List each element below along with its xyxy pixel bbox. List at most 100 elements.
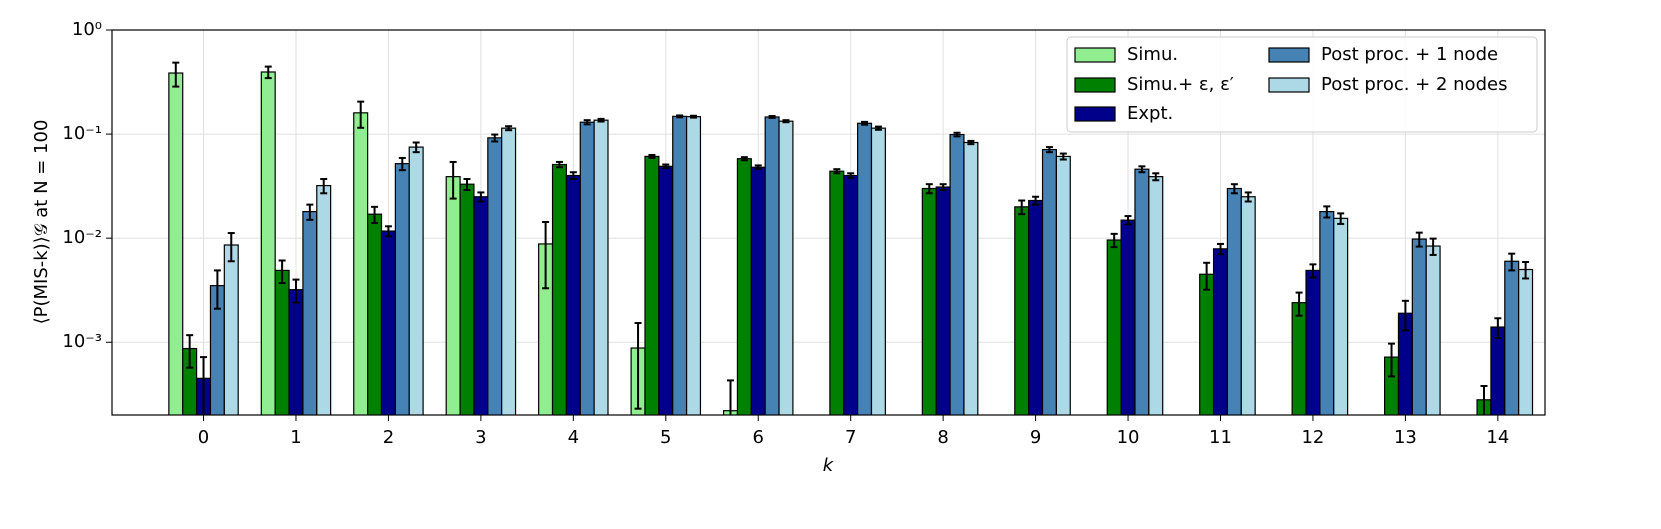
legend-swatch (1268, 77, 1310, 93)
bar (1120, 219, 1136, 415)
error-bar (1203, 261, 1211, 291)
error-bar (634, 322, 642, 410)
error-bar (740, 156, 748, 162)
bar (750, 166, 766, 415)
error-bar (782, 119, 790, 124)
x-tick-label: 12 (1301, 427, 1324, 448)
bar (778, 120, 794, 415)
bar (316, 184, 332, 415)
error-bar (1323, 205, 1331, 219)
error-bar (398, 156, 406, 172)
legend-label: Post proc. + 1 node (1321, 44, 1498, 65)
error-bar (967, 139, 975, 146)
error-bar (1522, 261, 1530, 280)
bar (1425, 245, 1441, 415)
bar (963, 141, 979, 415)
y-tick-label: 10⁻³ (62, 331, 102, 352)
error-bar (306, 203, 314, 221)
bar (736, 158, 752, 415)
error-bar (1059, 152, 1067, 161)
error-bar (1216, 242, 1224, 256)
error-bar (463, 178, 471, 192)
error-bar (449, 160, 457, 200)
bar (353, 112, 369, 415)
x-tick-label: 6 (753, 427, 764, 448)
error-bar (491, 133, 499, 143)
error-bar (1244, 191, 1252, 203)
error-bar (292, 278, 300, 304)
bar (487, 137, 503, 415)
x-tick-label: 1 (290, 427, 301, 448)
error-bar (384, 225, 392, 238)
bar (843, 174, 859, 415)
bars (168, 61, 1534, 415)
error-bar (847, 172, 855, 179)
x-tick-label: 7 (845, 427, 856, 448)
bar (764, 116, 780, 415)
error-bar (1337, 212, 1345, 225)
bar (1106, 239, 1122, 415)
bar (1226, 187, 1242, 415)
error-bar (555, 160, 563, 169)
bar (1504, 260, 1520, 415)
y-tick-label: 10⁻¹ (62, 123, 102, 144)
bar (1199, 273, 1215, 415)
error-bar (1309, 263, 1317, 279)
error-bar (597, 117, 605, 123)
error-bar (264, 65, 272, 80)
error-bar (583, 119, 591, 126)
bar (1490, 326, 1506, 415)
bar (1319, 210, 1335, 415)
error-bar (1480, 384, 1488, 415)
error-bar (1124, 215, 1132, 226)
error-bar (1388, 342, 1396, 378)
legend-label: Simu.+ ε, ε′ (1127, 74, 1234, 95)
error-bar (1295, 291, 1303, 317)
bar (223, 244, 239, 415)
bar (857, 122, 873, 415)
bar (685, 116, 702, 415)
bar (1055, 155, 1071, 415)
bar (1518, 268, 1534, 415)
bar (1305, 269, 1321, 415)
bar (367, 213, 383, 415)
bar (551, 163, 567, 415)
error-bar (833, 168, 841, 175)
bar (1333, 217, 1349, 415)
error-bar (172, 61, 180, 88)
error-bar (412, 141, 420, 154)
error-bar (768, 115, 776, 119)
bar (1041, 148, 1057, 415)
error-bar (754, 164, 762, 171)
x-tick-label: 0 (198, 427, 209, 448)
error-bar (662, 163, 670, 170)
error-bar (676, 114, 684, 119)
x-tick-label: 2 (383, 427, 394, 448)
error-bar (1494, 317, 1502, 339)
error-bar (227, 232, 235, 263)
legend-label: Post proc. + 2 nodes (1321, 74, 1507, 95)
legend-swatch (1074, 47, 1116, 63)
error-bar (213, 269, 221, 310)
error-bar (278, 259, 286, 285)
error-bar (1152, 172, 1160, 182)
error-bar (1401, 299, 1409, 332)
bar (935, 186, 951, 415)
bar (288, 289, 304, 415)
plot-frame (111, 29, 1546, 416)
bar (1028, 199, 1044, 415)
bar (473, 196, 489, 415)
error-bar (569, 171, 577, 181)
error-bar (1429, 237, 1437, 256)
bar (672, 115, 688, 415)
error-bar (1230, 183, 1238, 195)
error-bar (1138, 165, 1146, 174)
error-bar (1045, 146, 1053, 154)
x-tick-label: 8 (937, 427, 948, 448)
bar (408, 146, 424, 415)
x-tick-label: 13 (1394, 427, 1417, 448)
error-bar (505, 125, 513, 132)
x-tick-label: 10 (1117, 427, 1140, 448)
bar (1240, 196, 1256, 415)
error-bar (1032, 195, 1040, 206)
